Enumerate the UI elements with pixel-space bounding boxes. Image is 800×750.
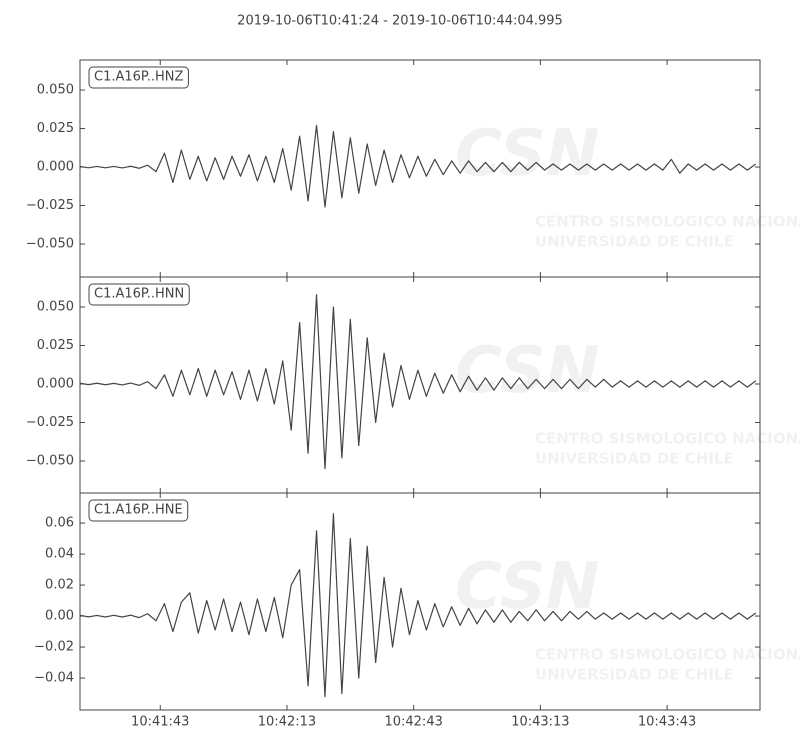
waveform bbox=[79, 513, 757, 698]
y-tick-label: −0.050 bbox=[26, 453, 74, 468]
y-tick-label: −0.025 bbox=[26, 198, 74, 213]
y-tick-label: 0.04 bbox=[45, 547, 74, 562]
y-tick-label: 0.02 bbox=[45, 578, 74, 593]
watermark-line: CENTRO SISMOLOGICO NACIONAL bbox=[535, 430, 800, 448]
y-tick-label: 0.00 bbox=[45, 609, 74, 624]
y-tick-label: 0.025 bbox=[37, 121, 74, 136]
y-tick-label: 0.000 bbox=[37, 376, 74, 391]
x-tick-label: 10:43:13 bbox=[511, 715, 569, 730]
x-tick-label: 10:41:43 bbox=[131, 715, 189, 730]
y-tick-label: 0.06 bbox=[45, 516, 74, 531]
watermark: CSN CENTRO SISMOLOGICO NACIONAL UNIVERSIDA… bbox=[455, 334, 800, 468]
watermark: CSN CENTRO SISMOLOGICO NACIONAL UNIVERSIDA… bbox=[455, 550, 800, 683]
channel-label: C1.A16P..HNN bbox=[94, 287, 184, 302]
y-tick-label: 0.050 bbox=[37, 83, 74, 98]
channel-label-box bbox=[88, 283, 190, 306]
y-tick-label: 0.000 bbox=[37, 160, 74, 175]
watermark-line: CENTRO SISMOLOGICO NACIONAL bbox=[535, 646, 800, 664]
y-tick-label: −0.02 bbox=[34, 640, 74, 655]
watermark-logo: CSN bbox=[455, 550, 599, 624]
watermark-logo: CSN bbox=[455, 117, 599, 191]
channel-label: C1.A16P..HNE bbox=[94, 503, 183, 518]
y-tick-label: −0.025 bbox=[26, 415, 74, 430]
channel-label: C1.A16P..HNZ bbox=[94, 70, 183, 85]
channel-label-box bbox=[88, 499, 189, 522]
watermark-logo: CSN bbox=[455, 334, 599, 408]
y-tick-label: 0.050 bbox=[37, 300, 74, 315]
waveform bbox=[79, 124, 757, 208]
x-tick-label: 10:43:43 bbox=[638, 715, 696, 730]
watermark-line: UNIVERSIDAD DE CHILE bbox=[535, 233, 734, 251]
x-tick-label: 10:42:43 bbox=[384, 715, 442, 730]
watermark-line: CENTRO SISMOLOGICO NACIONAL bbox=[535, 213, 800, 231]
x-tick-label: 10:42:13 bbox=[258, 715, 316, 730]
watermark-line: UNIVERSIDAD DE CHILE bbox=[535, 666, 734, 684]
y-tick-label: −0.04 bbox=[34, 671, 74, 686]
watermark: CSN CENTRO SISMOLOGICO NACIONAL UNIVERSIDA… bbox=[455, 117, 800, 250]
y-tick-label: −0.050 bbox=[26, 237, 74, 252]
panel-frame bbox=[79, 492, 761, 711]
watermark-line: UNIVERSIDAD DE CHILE bbox=[535, 450, 734, 468]
figure-title: 2019-10-06T10:41:24 - 2019-10-06T10:44:0… bbox=[237, 14, 563, 29]
y-tick-label: 0.025 bbox=[37, 338, 74, 353]
waveform bbox=[79, 294, 757, 470]
channel-label-box bbox=[88, 66, 189, 89]
